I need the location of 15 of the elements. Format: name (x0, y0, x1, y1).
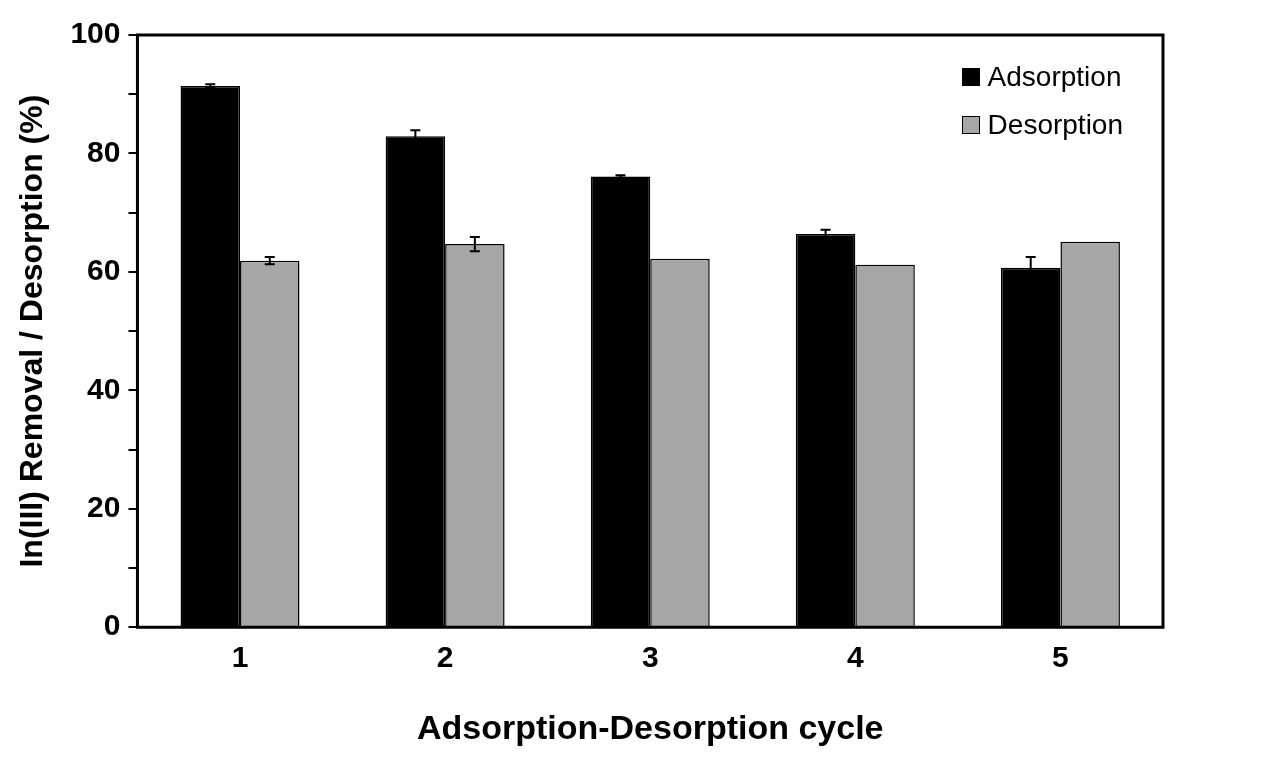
x-tick-label: 5 (1052, 640, 1069, 674)
legend-label: Desorption (987, 109, 1123, 141)
legend-label: Adsorption (987, 61, 1122, 93)
y-tick-label: 100 (70, 16, 121, 50)
x-tick-label: 3 (641, 640, 659, 674)
x-axis-title: Adsorption-Desorption cycle (416, 707, 884, 746)
x-tick-label: 1 (231, 640, 249, 674)
y-tick-label: 80 (87, 134, 121, 168)
y-tick-label: 20 (87, 490, 121, 524)
y-tick-label: 40 (87, 371, 121, 405)
x-tick-label: 4 (846, 640, 864, 674)
y-tick-label: 60 (87, 253, 121, 287)
x-tick-label: 2 (436, 640, 454, 674)
y-axis-title: In(III) Removal / Desorption (%) (13, 94, 50, 568)
y-tick-label: 0 (103, 608, 121, 642)
